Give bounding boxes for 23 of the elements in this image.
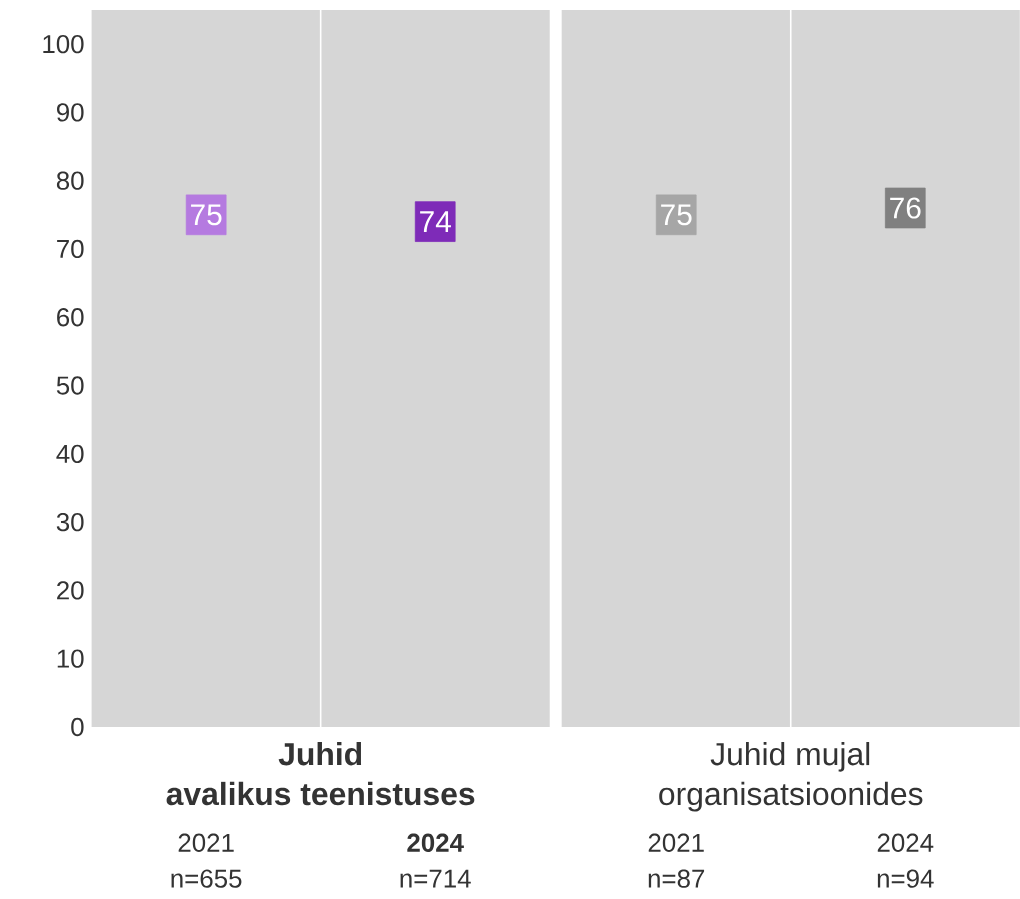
y-tick-label: 80: [56, 171, 84, 190]
text: avalikus teenistuses: [166, 781, 475, 806]
data-label: 74: [420, 211, 451, 232]
x-tick-label: 2024 n=94: [877, 833, 934, 888]
text: organisatsioonides: [659, 781, 923, 812]
y-tick-label: 60: [57, 307, 84, 327]
x-tick-label: 2021 n=655: [171, 833, 242, 888]
y-tick-label: 70: [57, 239, 84, 258]
y-tick-label: 20: [57, 581, 84, 600]
text: Juhid: [278, 741, 362, 766]
y-tick-label: 10: [57, 649, 84, 668]
data-label: 75: [661, 204, 692, 226]
y-tick-label: 40: [56, 444, 84, 463]
y-tick-label: 30: [56, 512, 84, 532]
y-tick-label: 50: [56, 376, 84, 395]
y-tick-label: 90: [57, 103, 84, 122]
text: Juhid mujal: [710, 741, 870, 772]
x-tick-label: 2021 n=87: [648, 833, 705, 888]
y-tick-label: 100: [43, 34, 84, 54]
x-tick-label: 2024 n=714: [400, 833, 471, 888]
data-label: 75: [191, 204, 222, 226]
y-tick-label: 0: [71, 717, 84, 737]
data-label: 76: [890, 197, 921, 219]
